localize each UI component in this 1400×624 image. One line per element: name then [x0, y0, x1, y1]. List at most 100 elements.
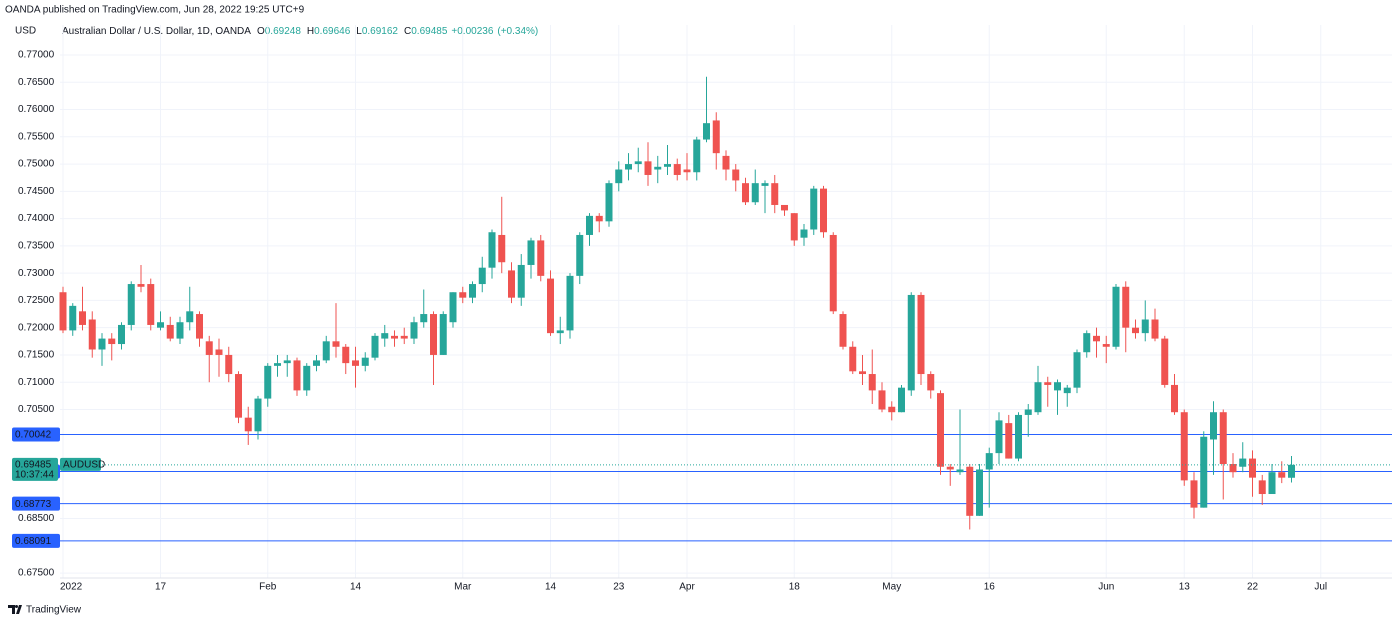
candle-body: [225, 354, 233, 375]
candle-body: [488, 232, 496, 268]
candle-body: [127, 284, 135, 325]
x-tick-label: 14: [545, 582, 557, 593]
candle-body: [976, 469, 983, 516]
candle-body: [1180, 412, 1188, 481]
candle-body: [283, 360, 291, 364]
candle-body: [985, 453, 993, 470]
tradingview-logo: [8, 605, 22, 614]
candle-body: [615, 169, 623, 184]
candle-body: [313, 360, 320, 366]
candle-body: [196, 314, 203, 339]
candle-body: [1063, 387, 1071, 394]
candle-body: [761, 183, 769, 186]
candle-body: [79, 311, 86, 325]
candle-body: [1239, 458, 1247, 467]
candle-body: [1219, 412, 1227, 465]
candle-body: [956, 469, 964, 473]
candle-body: [400, 335, 408, 339]
candle-body: [566, 275, 574, 331]
candle-body: [771, 183, 779, 205]
countdown: 10:37:44: [15, 469, 54, 480]
y-tick-label: 0.76500: [18, 77, 55, 88]
candle-body: [742, 183, 749, 203]
candle-body: [712, 120, 720, 154]
published-note: OANDA published on TradingView.com, Jun …: [5, 5, 305, 16]
x-tick-label: 18: [789, 582, 801, 593]
candle-body: [1151, 319, 1159, 339]
candle-body: [683, 169, 691, 173]
ohlc-value: 0.69162: [362, 26, 399, 37]
candle-body: [235, 374, 242, 418]
level-label: 0.70042: [15, 430, 52, 441]
candle-body: [625, 164, 632, 170]
ohlc-key: O: [257, 26, 265, 37]
candle-body: [586, 215, 593, 235]
candle-body: [322, 341, 330, 361]
change-pct: (+0.34%): [497, 26, 538, 37]
candle-body: [907, 294, 915, 391]
candle-body: [556, 330, 564, 334]
candle-body: [1141, 319, 1149, 334]
candle-body: [274, 363, 281, 366]
change: +0.00236: [451, 26, 493, 37]
y-tick-label: 0.72000: [18, 322, 55, 333]
candle-body: [1249, 458, 1256, 478]
candle-body: [966, 466, 974, 516]
symbol-legend: Australian Dollar / U.S. Dollar, 1D, OAN…: [62, 26, 538, 37]
candle-body: [517, 264, 525, 298]
candle-body: [137, 284, 145, 287]
candle-body: [946, 466, 954, 470]
candle-body: [264, 365, 272, 399]
candle-body: [118, 324, 125, 345]
last-price-box: [12, 457, 58, 481]
candle-body: [722, 155, 730, 170]
candle-body: [1044, 382, 1052, 385]
candle-body: [371, 335, 379, 358]
level-label-box: [12, 533, 60, 548]
symbol-box: [60, 457, 101, 471]
candle-body: [664, 164, 671, 167]
y-axis-unit: USD: [15, 26, 36, 37]
candle-body: [352, 360, 359, 366]
level-label: 0.68773: [15, 499, 52, 510]
candle-body: [781, 204, 788, 211]
candle-body: [673, 164, 681, 175]
candle-body: [186, 311, 194, 323]
candle-body: [634, 161, 642, 165]
candle-body: [1102, 344, 1110, 347]
y-tick-label: 0.72500: [18, 295, 55, 306]
candle-body: [498, 234, 506, 263]
candle-body: [69, 305, 77, 331]
candle-body: [537, 240, 545, 276]
y-tick-label: 0.75500: [18, 131, 55, 142]
candle-body: [888, 406, 896, 413]
candle-body: [420, 314, 428, 323]
candle-body: [898, 387, 905, 413]
candle-body: [849, 346, 857, 372]
candle-body: [59, 292, 67, 331]
candle-body: [469, 284, 476, 298]
candle-body: [605, 183, 613, 222]
candle-body: [829, 234, 837, 312]
y-tick-label: 0.71000: [18, 377, 55, 388]
y-tick-label: 0.70500: [18, 404, 55, 415]
candle-body: [361, 357, 369, 366]
candle-body: [108, 338, 116, 345]
x-tick-label: 13: [1179, 582, 1191, 593]
candle-body: [147, 284, 155, 325]
candle-body: [1083, 333, 1091, 353]
candle-body: [293, 360, 301, 391]
candle-body: [342, 346, 350, 364]
x-tick-label: Feb: [259, 582, 277, 593]
candle-body: [166, 324, 174, 339]
chart-title: Australian Dollar / U.S. Dollar, 1D, OAN…: [62, 26, 251, 37]
candle-body: [576, 234, 584, 276]
candle-body: [157, 322, 164, 328]
candle-body: [1200, 436, 1208, 508]
candle-body: [1278, 472, 1286, 478]
candle-body: [205, 341, 213, 355]
candle-body: [917, 294, 925, 375]
x-tick-label: 23: [613, 582, 625, 593]
candle-body: [1054, 382, 1061, 391]
y-tick-label: 0.68500: [18, 513, 55, 524]
